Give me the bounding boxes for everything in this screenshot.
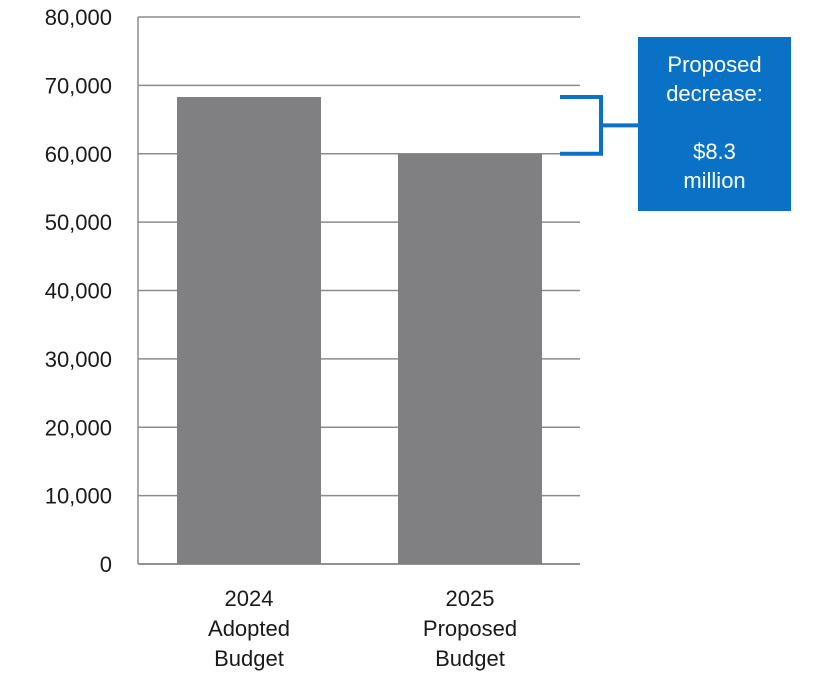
x-axis-category-labels: 2024 Adopted Budget 2025 Proposed Budget	[208, 586, 517, 671]
y-tick-label: 70,000	[45, 73, 112, 98]
bars	[177, 96, 542, 564]
callout-line-4: million	[683, 168, 746, 193]
y-tick-label: 20,000	[45, 415, 112, 440]
bar	[398, 153, 542, 564]
y-tick-label: 50,000	[45, 210, 112, 235]
y-tick-label: 0	[100, 552, 112, 577]
decrease-callout: Proposed decrease: $8.3 million	[638, 37, 791, 211]
callout-line-2: decrease:	[666, 81, 763, 106]
y-tick-label: 10,000	[45, 484, 112, 509]
x-tick-label: 2025 Proposed Budget	[423, 586, 517, 671]
bar	[177, 96, 321, 564]
y-axis-tick-labels: 0 10,000 20,000 30,000 40,000 50,000 60,000 70,…	[45, 5, 112, 577]
y-tick-label: 60,000	[45, 142, 112, 167]
decrease-bracket	[560, 94, 640, 156]
callout-line-1: Proposed	[667, 52, 762, 77]
callout-line-3: $8.3	[693, 139, 736, 164]
x-tick-label: 2024 Adopted Budget	[208, 586, 290, 671]
y-tick-label: 80,000	[45, 5, 112, 30]
y-tick-label: 40,000	[45, 279, 112, 304]
y-tick-label: 30,000	[45, 347, 112, 372]
